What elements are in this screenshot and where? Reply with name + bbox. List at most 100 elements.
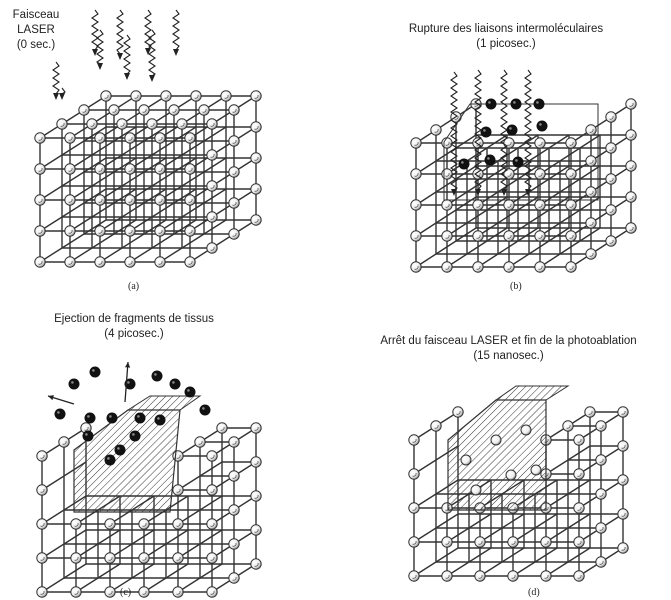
atom-node-icon: [503, 261, 515, 273]
fragment-highlight: [85, 433, 88, 436]
atom-shading: [68, 229, 73, 234]
atom-node-icon: [94, 132, 106, 144]
atom-shading: [40, 522, 45, 527]
lattice-bond: [63, 529, 87, 545]
atom-node-icon: [172, 586, 184, 598]
atom-shading: [577, 574, 582, 579]
lattice-bond: [548, 134, 570, 149]
atom-shading: [589, 221, 594, 226]
atom-shading: [589, 159, 594, 164]
atom-shading: [198, 440, 203, 445]
atom-shading: [629, 195, 634, 200]
atom-shading: [210, 488, 215, 493]
laser-beam-icon: [450, 71, 458, 191]
lattice-bond: [181, 202, 205, 218]
atom-node-icon: [408, 434, 420, 446]
lattice-bond: [579, 134, 601, 149]
atom-shading: [188, 198, 193, 203]
atom-shading: [128, 198, 133, 203]
atom-shading: [40, 590, 45, 595]
atom-shading: [38, 260, 43, 265]
atom-shading: [609, 239, 614, 244]
atom-shading: [599, 526, 604, 531]
atom-shading: [142, 556, 147, 561]
atom-shading: [172, 108, 177, 113]
atom-shading: [544, 540, 549, 545]
atom-node-icon: [410, 261, 422, 273]
lattice-bond: [121, 140, 145, 156]
atom-node-icon: [585, 217, 597, 229]
atom-shading: [621, 410, 626, 415]
atom-node-icon: [595, 522, 607, 534]
atom-node-icon: [250, 490, 262, 502]
panel-a-caption-line-2: LASER: [17, 24, 55, 36]
atom-shading: [569, 172, 574, 177]
atom-node-icon: [220, 90, 232, 102]
atom-node-icon: [441, 536, 453, 548]
laser-beam-icon: [123, 34, 131, 75]
atom-node-icon: [64, 132, 76, 144]
atom-node-icon: [441, 137, 453, 149]
atom-node-icon: [625, 222, 637, 234]
lattice-bond: [435, 209, 457, 224]
atom-node-icon: [64, 163, 76, 175]
atom-node-icon: [70, 586, 82, 598]
atom-node-icon: [34, 225, 46, 237]
atom-shading: [112, 108, 117, 113]
atom-shading: [68, 167, 73, 172]
lattice-bond: [455, 227, 477, 242]
fragment-highlight: [109, 415, 112, 418]
atom-node-icon: [138, 104, 150, 116]
laser-beam-icon: [52, 61, 60, 95]
atom-shading: [507, 172, 512, 177]
lattice-bond: [517, 134, 539, 149]
tissue-fragment-icon: [82, 430, 94, 442]
atom-node-icon: [408, 502, 420, 514]
atom-node-icon: [474, 536, 486, 548]
lattice-bond: [121, 202, 145, 218]
atom-node-icon: [565, 137, 577, 149]
atom-shading: [68, 136, 73, 141]
atom-shading: [538, 203, 543, 208]
lattice-bond: [486, 134, 508, 149]
atom-shading: [128, 229, 133, 234]
atom-shading: [434, 128, 439, 133]
atom-node-icon: [228, 504, 240, 516]
atom-node-icon: [250, 214, 262, 226]
lattice-bond: [203, 126, 227, 142]
atom-shading: [40, 488, 45, 493]
atom-shading: [210, 246, 215, 251]
lattice-bond: [466, 147, 488, 162]
crater-rim-hatch: [126, 395, 202, 411]
fragment-highlight: [515, 159, 518, 162]
atom-node-icon: [104, 586, 116, 598]
atom-shading: [434, 424, 439, 429]
atom-shading: [232, 542, 237, 547]
laser-arrowhead: [149, 75, 155, 82]
atom-node-icon: [585, 248, 597, 260]
atom-node-icon: [206, 180, 218, 192]
atom-shading: [476, 265, 481, 270]
atom-node-icon: [172, 518, 184, 530]
fragment-highlight: [127, 381, 130, 384]
atom-shading: [142, 522, 147, 527]
atom-node-icon: [503, 230, 515, 242]
atom-node-icon: [154, 132, 166, 144]
fragment-highlight: [509, 127, 512, 130]
atom-node-icon: [216, 422, 228, 434]
crater-hatched-wall: [447, 399, 547, 511]
lattice-bond: [91, 171, 115, 187]
panel-b-caption: Rupture des liaisons intermoléculaires (…: [386, 22, 626, 52]
atom-shading: [254, 528, 259, 533]
atom-shading: [68, 198, 73, 203]
atom-shading: [538, 234, 543, 239]
atom-shading: [476, 203, 481, 208]
atom-node-icon: [605, 204, 617, 216]
atom-node-icon: [617, 406, 629, 418]
atom-shading: [74, 556, 79, 561]
atom-shading: [210, 215, 215, 220]
lattice-bond: [435, 178, 457, 193]
tissue-fragment-icon: [199, 404, 211, 416]
atom-shading: [108, 590, 113, 595]
laser-beam-icon: [91, 9, 99, 51]
